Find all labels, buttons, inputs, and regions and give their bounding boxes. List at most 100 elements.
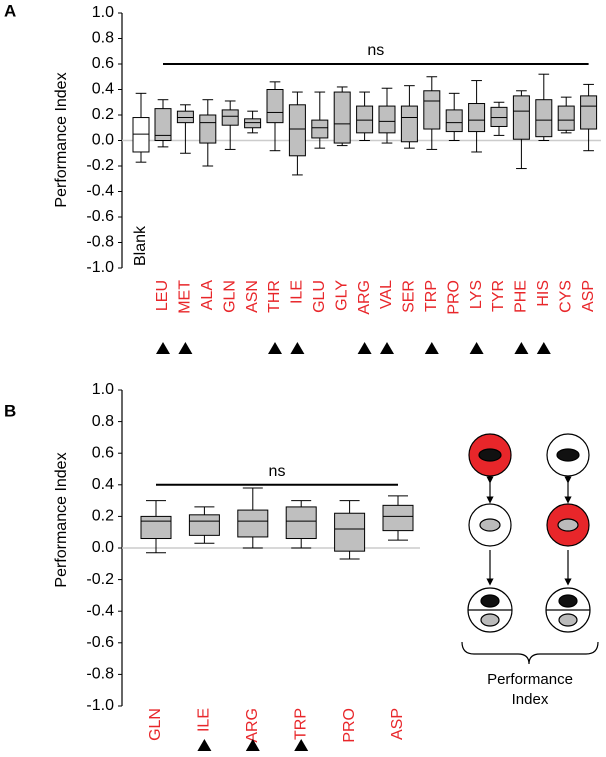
x-tick-label: PRO (341, 708, 358, 743)
x-tick-label: ASN (244, 280, 261, 313)
x-tick-label: LEU (154, 280, 171, 311)
marker-triangle (197, 739, 212, 751)
y-tick-label: 0.6 (92, 55, 114, 72)
odor-blob (480, 613, 500, 627)
y-tick-label: 0.6 (92, 444, 114, 461)
x-tick-label: PRO (445, 280, 462, 315)
brace (461, 641, 599, 665)
x-tick-label: TYR (490, 280, 507, 312)
box (244, 118, 262, 129)
box (423, 90, 441, 130)
marker-triangle (380, 342, 394, 354)
box (237, 509, 269, 538)
diagram-caption: Performance Index (487, 671, 573, 708)
y-tick-label: -0.2 (86, 157, 114, 174)
x-tick-label: ILE (289, 280, 306, 304)
y-tick-label: -0.2 (86, 571, 114, 588)
y-tick-label: -0.4 (86, 602, 114, 619)
box (400, 105, 418, 143)
x-tick-label: GLN (221, 280, 238, 313)
odor-blob (478, 448, 502, 462)
significance-label: ns (269, 463, 286, 480)
box (288, 104, 306, 157)
x-tick-label: ASP (389, 708, 406, 740)
y-tick-label: -1.0 (86, 697, 114, 714)
box (311, 119, 329, 139)
box (468, 103, 486, 133)
box (176, 110, 194, 124)
y-tick-label: 0.0 (92, 132, 114, 149)
panel-label: B (4, 401, 16, 420)
x-tick-label: GLU (311, 280, 328, 313)
marker-triangle (268, 342, 282, 354)
box (140, 515, 172, 540)
y-tick-label: 0.2 (92, 508, 114, 525)
marker-triangle (156, 342, 170, 354)
x-tick-label: TRP (423, 280, 440, 312)
y-tick-label: -0.8 (86, 666, 114, 683)
box (356, 105, 374, 134)
y-tick-label: -0.4 (86, 183, 114, 200)
marker-triangle (424, 342, 439, 354)
x-tick-label: LYS (468, 280, 485, 309)
y-tick-label: 1.0 (92, 4, 114, 21)
x-tick-label: CYS (557, 280, 574, 313)
y-tick-label: 0.2 (92, 106, 114, 123)
x-tick-label: ARG (356, 280, 373, 315)
box (445, 109, 463, 133)
box (557, 105, 575, 131)
diagram (461, 433, 599, 665)
box (285, 506, 317, 540)
x-tick-label: THR (266, 280, 283, 313)
x-tick-label: HIS (535, 280, 552, 307)
box (378, 105, 396, 134)
significance-label: ns (367, 42, 384, 59)
y-tick-label: 1.0 (92, 381, 114, 398)
box (334, 512, 366, 552)
box (188, 514, 220, 536)
x-tick-label: GLY (333, 280, 350, 311)
y-tick-label: 0.8 (92, 413, 114, 430)
odor-blob (558, 594, 578, 608)
x-tick-label: ASP (580, 280, 597, 312)
box (132, 117, 150, 153)
marker-triangle (290, 342, 305, 354)
marker-triangle (178, 342, 193, 354)
x-tick-label: TRP (292, 708, 309, 740)
marker-triangle (536, 342, 551, 354)
y-tick-label: 0.4 (92, 476, 114, 493)
y-tick-label: 0.4 (92, 81, 114, 98)
y-tick-label: 0.8 (92, 30, 114, 47)
marker-triangle (514, 342, 529, 354)
odor-blob (558, 613, 578, 627)
box (535, 99, 553, 138)
marker-triangle (294, 739, 309, 751)
box (221, 109, 239, 126)
y-axis-title: Performance Index (53, 452, 70, 587)
box (382, 504, 414, 532)
box (154, 108, 172, 141)
y-tick-label: -0.6 (86, 634, 114, 651)
x-tick-label: MET (177, 280, 194, 314)
y-tick-label: -0.6 (86, 208, 114, 225)
box (580, 95, 598, 130)
x-tick-label: ALA (199, 280, 216, 311)
reference-label: Blank (132, 225, 149, 266)
marker-triangle (469, 342, 484, 354)
y-tick-label: -1.0 (86, 259, 114, 276)
odor-blob (556, 448, 580, 462)
marker-triangle (245, 739, 260, 751)
box (333, 91, 351, 144)
x-tick-label: PHE (513, 280, 530, 313)
odor-blob (557, 518, 579, 532)
box (199, 114, 217, 144)
marker-triangle (357, 342, 372, 354)
box (266, 89, 284, 124)
y-axis-title: Performance Index (53, 72, 70, 207)
panel-label: A (4, 1, 16, 20)
x-tick-label: GLN (147, 708, 164, 741)
odor-blob (479, 518, 501, 532)
odor-blob (480, 594, 500, 608)
